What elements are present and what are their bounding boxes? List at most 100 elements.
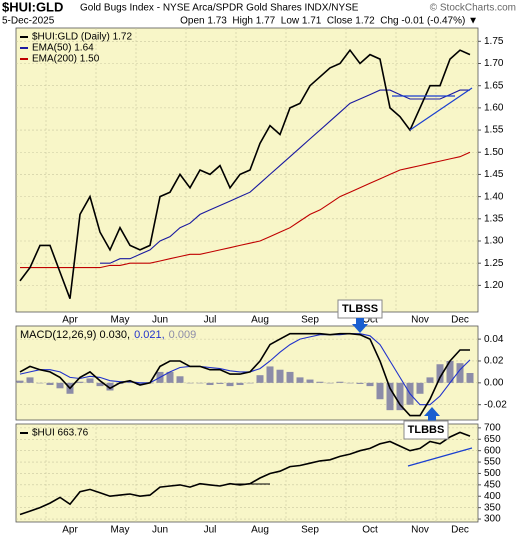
panel: [15, 423, 479, 523]
series-line: [19, 48, 471, 299]
histogram-bar: [36, 382, 44, 384]
histogram-bar: [26, 377, 34, 383]
trend-line: [409, 87, 473, 131]
histogram-bar: [446, 360, 454, 383]
y-tick-label: -0.02: [484, 399, 507, 410]
y-tick-label: 450: [484, 479, 501, 490]
y-tick-label: 0.04: [484, 334, 504, 345]
y-tick-label: 0.02: [484, 356, 504, 367]
histogram-bar: [126, 381, 134, 383]
histogram-bar: [106, 382, 114, 391]
histogram-bar: [286, 371, 294, 383]
y-tick-label: 500: [484, 468, 501, 479]
y-tick-label: 600: [484, 445, 501, 456]
histogram-bar: [256, 375, 264, 383]
histogram-bar: [326, 382, 334, 384]
histogram-bar: [306, 379, 314, 383]
histogram-bar: [336, 381, 344, 383]
histogram-bar: [346, 382, 354, 384]
y-tick-label: 300: [484, 514, 501, 525]
histogram-bar: [386, 382, 394, 411]
x-tick-label: Dec: [451, 525, 469, 536]
histogram-bar: [376, 382, 384, 400]
x-tick-label: Sep: [301, 315, 319, 326]
histogram-bar: [186, 382, 194, 384]
y-tick-label: 1.65: [484, 80, 504, 91]
histogram-bar: [246, 382, 254, 384]
histogram-bar: [366, 382, 374, 387]
y-tick-label: 650: [484, 434, 501, 445]
series-line: [20, 151, 471, 269]
x-tick-label: Jun: [152, 525, 168, 536]
x-tick-label: Dec: [451, 315, 469, 326]
y-tick-label: 400: [484, 491, 501, 502]
histogram-bar: [206, 382, 214, 386]
histogram-bar: [226, 382, 234, 387]
x-tick-label: May: [111, 525, 130, 536]
histogram-bar: [46, 382, 54, 386]
x-tick-label: Jul: [204, 315, 217, 326]
x-tick-label: May: [111, 315, 130, 326]
histogram-bar: [176, 376, 184, 383]
chart-title: Gold Bugs Index - NYSE Arca/SPDR Gold Sh…: [80, 3, 359, 14]
histogram-bar: [86, 378, 94, 383]
y-tick-label: 1.20: [484, 280, 504, 291]
y-tick-label: 1.55: [484, 125, 504, 136]
series-line: [19, 332, 470, 417]
y-tick-label: 1.35: [484, 213, 504, 224]
histogram-bar: [466, 373, 474, 383]
legend-label: 0.021,: [134, 329, 165, 341]
legend-label: $HUI:GLD (Daily) 1.72: [32, 32, 132, 43]
histogram-bar: [296, 377, 304, 383]
legend-label: $HUI 663.76: [32, 428, 89, 439]
y-tick-label: 1.50: [484, 147, 504, 158]
y-tick-label: 1.45: [484, 169, 504, 180]
histogram-bar: [316, 381, 324, 383]
x-tick-label: Nov: [411, 315, 429, 326]
histogram-bar: [396, 382, 404, 411]
y-tick-label: 550: [484, 457, 501, 468]
histogram-bar: [416, 382, 424, 394]
x-tick-label: Sep: [301, 525, 319, 536]
y-tick-label: 1.30: [484, 236, 504, 247]
y-tick-label: 1.25: [484, 258, 504, 269]
histogram-bar: [456, 363, 464, 383]
annotation: TLBSS: [342, 303, 378, 315]
y-tick-label: 1.70: [484, 58, 504, 69]
histogram-bar: [436, 364, 444, 383]
histogram-bar: [216, 382, 224, 384]
date: 5-Dec-2025: [2, 16, 55, 27]
y-tick-label: 0.00: [484, 377, 504, 388]
legend-label: MACD(12,26,9) 0.030,: [20, 329, 130, 341]
histogram-bar: [196, 382, 204, 384]
y-tick-label: 1.40: [484, 191, 504, 202]
x-tick-label: Jun: [152, 315, 168, 326]
histogram-bar: [236, 382, 244, 386]
y-tick-label: 1.75: [484, 36, 504, 47]
annotation-box: [403, 420, 449, 440]
x-tick-label: Aug: [251, 315, 269, 326]
x-tick-label: Oct: [362, 315, 378, 326]
y-tick-label: 700: [484, 423, 501, 434]
histogram-bar: [426, 377, 434, 383]
histogram-bar: [16, 380, 24, 383]
histogram-bar: [166, 371, 174, 383]
histogram-bar: [356, 382, 364, 384]
x-tick-label: Apr: [62, 525, 78, 536]
histogram-bar: [276, 369, 284, 383]
y-tick-label: 1.60: [484, 103, 504, 114]
histogram-bar: [266, 366, 274, 383]
x-tick-label: Apr: [62, 315, 78, 326]
x-tick-label: Nov: [411, 525, 429, 536]
series-line: [100, 89, 470, 264]
histogram-bar: [96, 382, 104, 387]
annotation-arrow: [424, 407, 440, 421]
credit: © StockCharts.com: [430, 3, 516, 14]
symbol: $HUI:GLD: [2, 0, 63, 14]
y-tick-label: 350: [484, 502, 501, 513]
quote: Open 1.73 High 1.77 Low 1.71 Close 1.72 …: [180, 16, 478, 27]
histogram-bar: [136, 382, 144, 386]
legend-label: EMA(50) 1.64: [32, 43, 94, 54]
x-tick-label: Aug: [251, 525, 269, 536]
